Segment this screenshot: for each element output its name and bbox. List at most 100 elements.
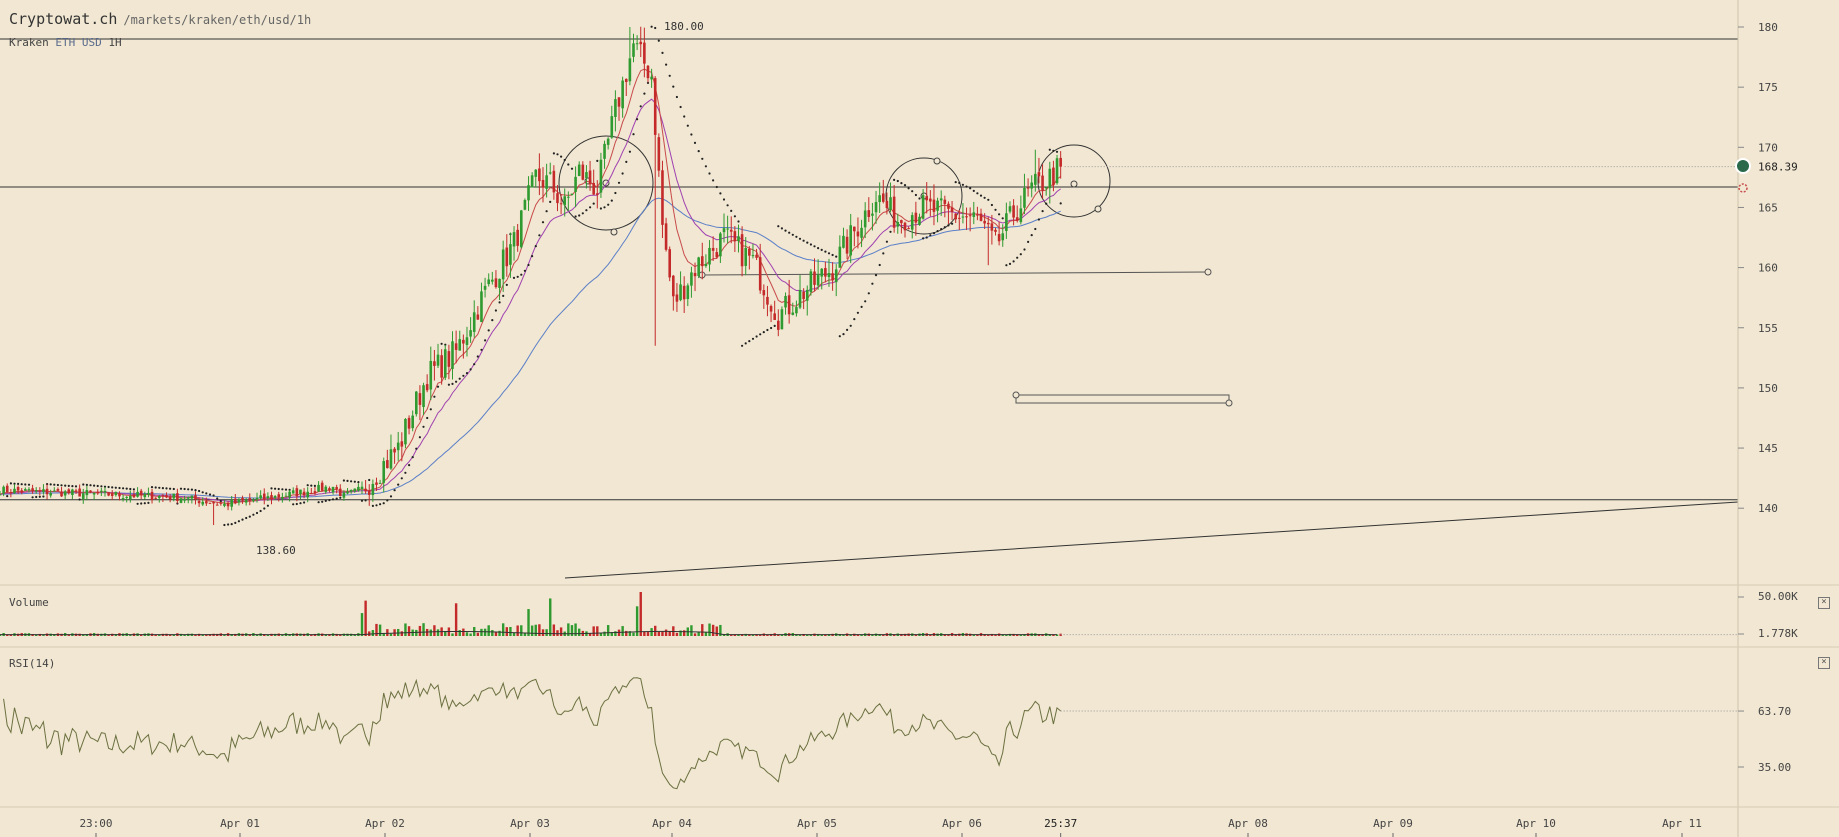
site-title[interactable]: Cryptowat.ch bbox=[9, 10, 118, 28]
sar-dot bbox=[911, 190, 914, 193]
candle-body bbox=[596, 193, 599, 195]
sar-dot bbox=[856, 311, 860, 314]
x-tick-label: Apr 02 bbox=[365, 817, 405, 830]
candle-body bbox=[653, 78, 657, 135]
sar-dot bbox=[715, 185, 718, 189]
sar-dot bbox=[976, 192, 979, 195]
candle-body bbox=[758, 257, 762, 291]
sar-dot bbox=[455, 380, 458, 383]
candle-body bbox=[624, 78, 628, 83]
sar-dot bbox=[321, 500, 324, 503]
candle-body bbox=[704, 263, 708, 267]
volume-bar bbox=[592, 626, 595, 636]
candle-body bbox=[983, 220, 986, 224]
volume-bar bbox=[628, 631, 632, 636]
candle-body bbox=[483, 285, 487, 290]
volume-bar bbox=[476, 632, 480, 636]
candle-body bbox=[291, 490, 295, 494]
candle-body bbox=[205, 501, 208, 504]
volume-bar bbox=[1016, 634, 1019, 636]
candle-body bbox=[176, 493, 179, 501]
candle-body bbox=[795, 307, 798, 314]
candle-body bbox=[451, 341, 454, 369]
candle-body bbox=[1044, 187, 1048, 189]
sar-dot bbox=[806, 241, 809, 244]
candle-body bbox=[364, 488, 367, 492]
rsi-close-icon[interactable]: × bbox=[1818, 657, 1830, 669]
volume-bar bbox=[693, 633, 697, 636]
candle-body bbox=[617, 97, 621, 107]
volume-bar bbox=[614, 631, 617, 636]
candle-body bbox=[552, 170, 556, 193]
volume-bar bbox=[9, 634, 13, 636]
candle-body bbox=[737, 236, 740, 242]
candle-body bbox=[53, 490, 56, 492]
candle-body bbox=[824, 268, 827, 277]
candle-body bbox=[599, 159, 603, 193]
candle-body bbox=[668, 249, 671, 278]
sar-dot bbox=[864, 300, 867, 303]
candle-body bbox=[462, 339, 465, 344]
sar-dot bbox=[53, 483, 56, 486]
sar-dot bbox=[237, 520, 240, 523]
sar-dot bbox=[190, 488, 193, 491]
sar-dot bbox=[849, 324, 852, 327]
sar-dot bbox=[987, 198, 990, 201]
market-path: /markets/kraken/eth/usd/1h bbox=[123, 13, 312, 27]
volume-bar bbox=[929, 634, 932, 636]
candle-body bbox=[1015, 217, 1019, 221]
price-pane[interactable]: 180.00 138.60 bbox=[0, 20, 1739, 579]
sar-dot bbox=[49, 483, 52, 486]
volume-close-icon[interactable]: × bbox=[1818, 597, 1830, 609]
sar-dot bbox=[1037, 218, 1040, 221]
volume-bar bbox=[371, 630, 375, 636]
volume-bar bbox=[755, 634, 758, 636]
sar-dot bbox=[643, 92, 646, 95]
volume-bar bbox=[407, 626, 411, 636]
range-handle bbox=[1012, 391, 1020, 399]
candle-body bbox=[407, 417, 411, 429]
sar-dot bbox=[527, 263, 530, 267]
candle-body bbox=[929, 198, 932, 202]
candle-body bbox=[766, 296, 769, 305]
candle-body bbox=[9, 492, 13, 494]
candle-body bbox=[729, 229, 733, 232]
candle-body bbox=[404, 418, 407, 445]
candle-body bbox=[1048, 168, 1052, 189]
time-axis[interactable]: 23:00 Apr 01 Apr 02 Apr 03 Apr 04 Apr 05 Apr 0… bbox=[79, 817, 1702, 837]
candle-body bbox=[252, 500, 255, 502]
sar-dot bbox=[331, 498, 335, 501]
sar-dot bbox=[625, 160, 628, 163]
sar-dot bbox=[328, 499, 331, 502]
y-tick-label: 160 bbox=[1758, 262, 1778, 275]
candle-body bbox=[1023, 187, 1026, 208]
sar-dot bbox=[487, 329, 490, 332]
candle-body bbox=[353, 488, 357, 492]
candle-body bbox=[614, 99, 617, 117]
sar-dot bbox=[1019, 253, 1022, 256]
sar-dot bbox=[502, 294, 505, 297]
volume-bar bbox=[469, 633, 472, 636]
sar-dot bbox=[918, 197, 921, 200]
alert-target-icon bbox=[1738, 183, 1748, 193]
sar-dot bbox=[107, 485, 110, 489]
candle-body bbox=[277, 494, 281, 498]
sar-dot bbox=[965, 185, 968, 188]
rsi-pane-label: RSI(14) bbox=[9, 657, 56, 670]
sar-dot bbox=[1001, 217, 1004, 220]
candle-body bbox=[346, 491, 349, 494]
candle-body bbox=[107, 492, 110, 496]
sar-dot bbox=[762, 331, 765, 334]
candle-body bbox=[733, 231, 737, 242]
sar-dot bbox=[755, 335, 758, 338]
sar-dot bbox=[284, 488, 288, 491]
volume-bar bbox=[643, 631, 646, 636]
sar-dot bbox=[730, 209, 733, 212]
volume-bar bbox=[248, 634, 251, 636]
volume-bar bbox=[168, 634, 172, 636]
candle-body bbox=[472, 312, 476, 332]
volume-bar bbox=[733, 634, 737, 636]
sar-dot bbox=[1048, 148, 1051, 151]
